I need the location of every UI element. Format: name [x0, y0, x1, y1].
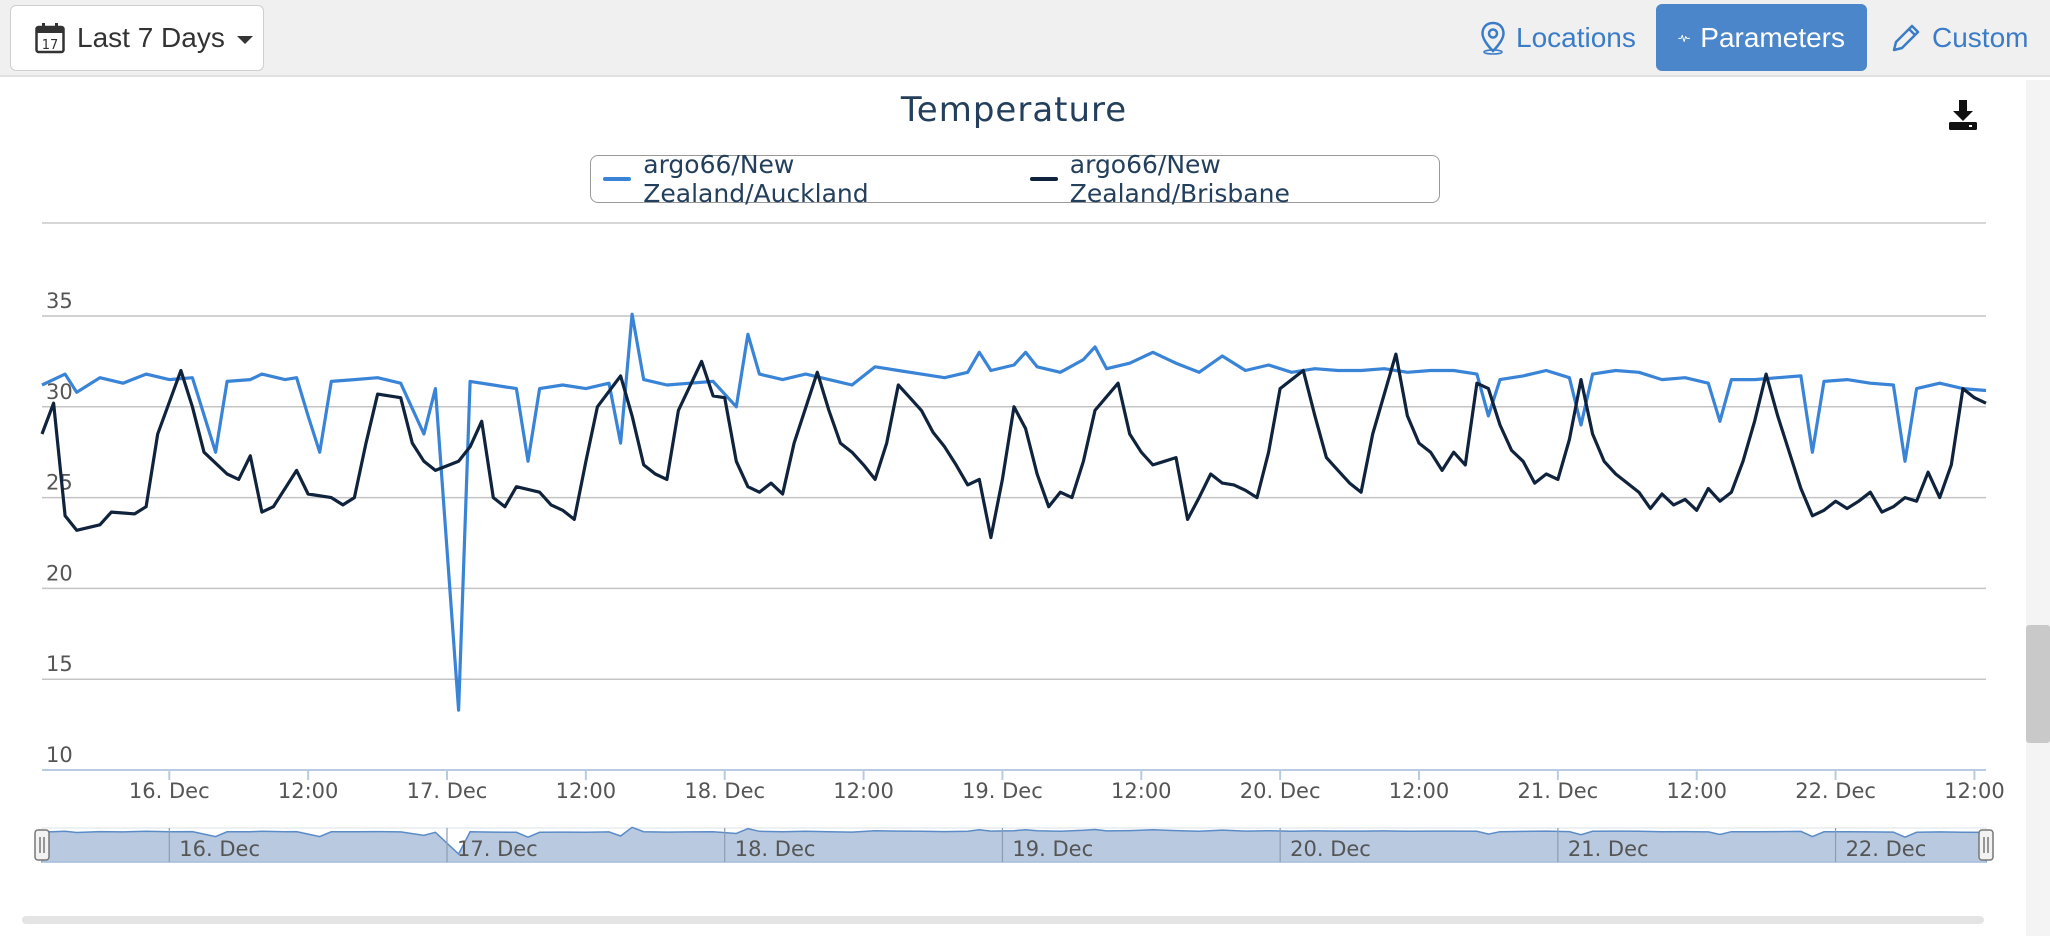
y-tick-label: 30	[46, 380, 73, 404]
navigator-tick-label: 21. Dec	[1568, 837, 1649, 861]
x-tick-label: 12:00	[833, 779, 894, 803]
legend-item-brisbane[interactable]: argo66/New Zealand/Brisbane	[1029, 150, 1427, 208]
chart-legend: argo66/New Zealand/Auckland argo66/New Z…	[590, 150, 1440, 208]
x-tick-label: 12:00	[278, 779, 339, 803]
nav-locations[interactable]: Locations	[1480, 4, 1636, 71]
legend-label: argo66/New Zealand/Auckland	[643, 150, 869, 208]
vertical-scrollbar-thumb[interactable]	[2026, 625, 2050, 743]
nav-custom[interactable]: Custom	[1890, 4, 2028, 71]
y-tick-label: 10	[46, 743, 73, 767]
navigator-tick-label: 17. Dec	[457, 837, 538, 861]
navigator-tick-label: 16. Dec	[179, 837, 260, 861]
x-tick-label: 19. Dec	[962, 779, 1043, 803]
legend-label: argo66/New Zealand/Brisbane	[1069, 150, 1290, 208]
nav-parameters[interactable]: Parameters	[1656, 4, 1867, 71]
navigator-tick-label: 22. Dec	[1846, 837, 1927, 861]
navigator-tick-label: 20. Dec	[1290, 837, 1371, 861]
legend-swatch	[603, 177, 632, 181]
x-tick-label: 20. Dec	[1240, 779, 1321, 803]
x-tick-label: 21. Dec	[1517, 779, 1598, 803]
date-range-label: Last 7 Days	[77, 22, 225, 53]
y-tick-label: 15	[46, 652, 73, 676]
x-tick-label: 18. Dec	[684, 779, 765, 803]
date-range-dropdown[interactable]: 17 Last 7 Days	[10, 5, 264, 71]
vertical-scrollbar-track[interactable]	[2026, 80, 2050, 936]
calendar-icon: 17	[35, 23, 65, 54]
pulse-icon	[1678, 34, 1690, 42]
navigator-handle-left[interactable]	[34, 829, 50, 861]
navigator-tick-label: 19. Dec	[1012, 837, 1093, 861]
chart-title: Temperature	[900, 90, 1128, 130]
nav-parameters-label: Parameters	[1700, 21, 1845, 53]
legend-swatch	[1029, 177, 1058, 181]
chevron-down-icon	[236, 36, 253, 44]
nav-locations-label: Locations	[1516, 21, 1636, 53]
y-tick-label: 20	[46, 561, 73, 585]
download-icon[interactable]	[1946, 98, 1980, 132]
nav-custom-label: Custom	[1932, 21, 2029, 53]
horizontal-scrollbar[interactable]	[22, 916, 1984, 924]
x-tick-label: 12:00	[1389, 779, 1450, 803]
navigator-tick-label: 18. Dec	[735, 837, 816, 861]
y-tick-label: 35	[46, 289, 73, 313]
pencil-icon	[1892, 24, 1920, 51]
x-tick-label: 22. Dec	[1795, 779, 1876, 803]
x-tick-label: 17. Dec	[407, 779, 488, 803]
x-tick-label: 12:00	[556, 779, 617, 803]
navigator-handle-right[interactable]	[1978, 829, 1994, 861]
x-tick-label: 12:00	[1944, 779, 2005, 803]
x-tick-label: 12:00	[1666, 779, 1727, 803]
legend-item-auckland[interactable]: argo66/New Zealand/Auckland	[603, 150, 1006, 208]
toolbar: 17 Last 7 Days Locations Parameters Cust…	[0, 0, 2050, 77]
x-tick-label: 12:00	[1111, 779, 1172, 803]
location-pin-icon	[1481, 21, 1505, 55]
series-line-auckland	[41, 312, 1987, 712]
calendar-day: 17	[42, 38, 59, 53]
x-tick-label: 16. Dec	[129, 779, 210, 803]
series-line-brisbane	[40, 352, 1987, 540]
